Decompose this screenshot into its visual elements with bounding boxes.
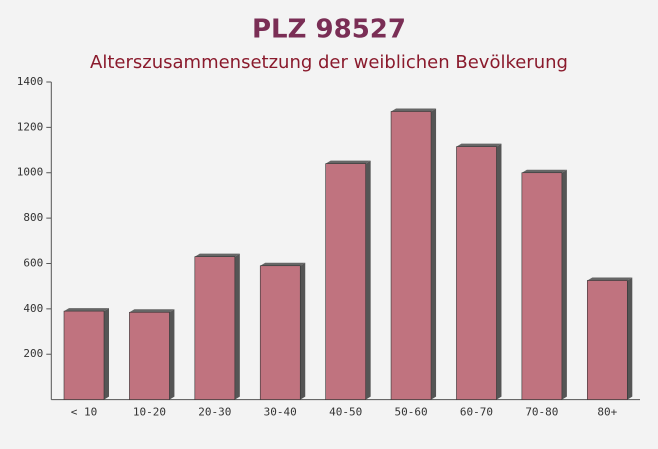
y-tick-label: 1000	[17, 166, 44, 179]
bar	[129, 311, 170, 400]
x-tick-label: 50-60	[394, 406, 427, 419]
bar-top	[129, 309, 175, 313]
bar	[456, 146, 497, 400]
bar-shadow	[300, 262, 306, 400]
bar-shadow	[365, 160, 371, 400]
bar	[194, 256, 236, 400]
bar-shadow	[561, 169, 567, 400]
y-tick-label: 400	[23, 302, 43, 315]
x-tick-label: 30-40	[264, 406, 297, 419]
bar	[63, 310, 105, 400]
bar-top	[260, 262, 306, 266]
bar-top	[64, 308, 110, 312]
bar-shadow	[496, 143, 502, 400]
bar-top	[325, 160, 371, 164]
bar-shadow	[104, 308, 110, 400]
y-tick-label: 1400	[17, 75, 44, 88]
bar-shadow	[627, 277, 633, 400]
bar-top	[456, 143, 502, 147]
x-tick-label: 10-20	[133, 406, 166, 419]
bar-top	[391, 108, 437, 112]
x-tick-label: 40-50	[329, 406, 362, 419]
x-tick-label: 60-70	[460, 406, 493, 419]
bar-shadow	[431, 108, 437, 400]
chart-title: PLZ 98527	[252, 15, 406, 45]
bar-top	[194, 253, 240, 257]
bar	[390, 111, 432, 400]
bar	[521, 172, 563, 400]
bar	[325, 163, 366, 400]
bar-top	[587, 277, 633, 281]
bar-shadow	[169, 309, 175, 400]
x-tick-label: 70-80	[525, 406, 558, 419]
bar	[586, 280, 628, 400]
x-tick-label: < 10	[71, 406, 98, 419]
bar-shadow	[234, 253, 240, 400]
x-tick-label: 20-30	[198, 406, 231, 419]
chart-subtitle: Alterszusammensetzung der weiblichen Bev…	[90, 52, 568, 73]
bar	[259, 265, 301, 400]
y-tick-label: 800	[23, 211, 43, 224]
y-tick-label: 1200	[17, 120, 44, 133]
x-tick-label: 80+	[597, 406, 617, 419]
y-tick-label: 200	[23, 347, 43, 360]
bar-top	[521, 169, 567, 173]
y-tick-label: 600	[23, 256, 43, 269]
